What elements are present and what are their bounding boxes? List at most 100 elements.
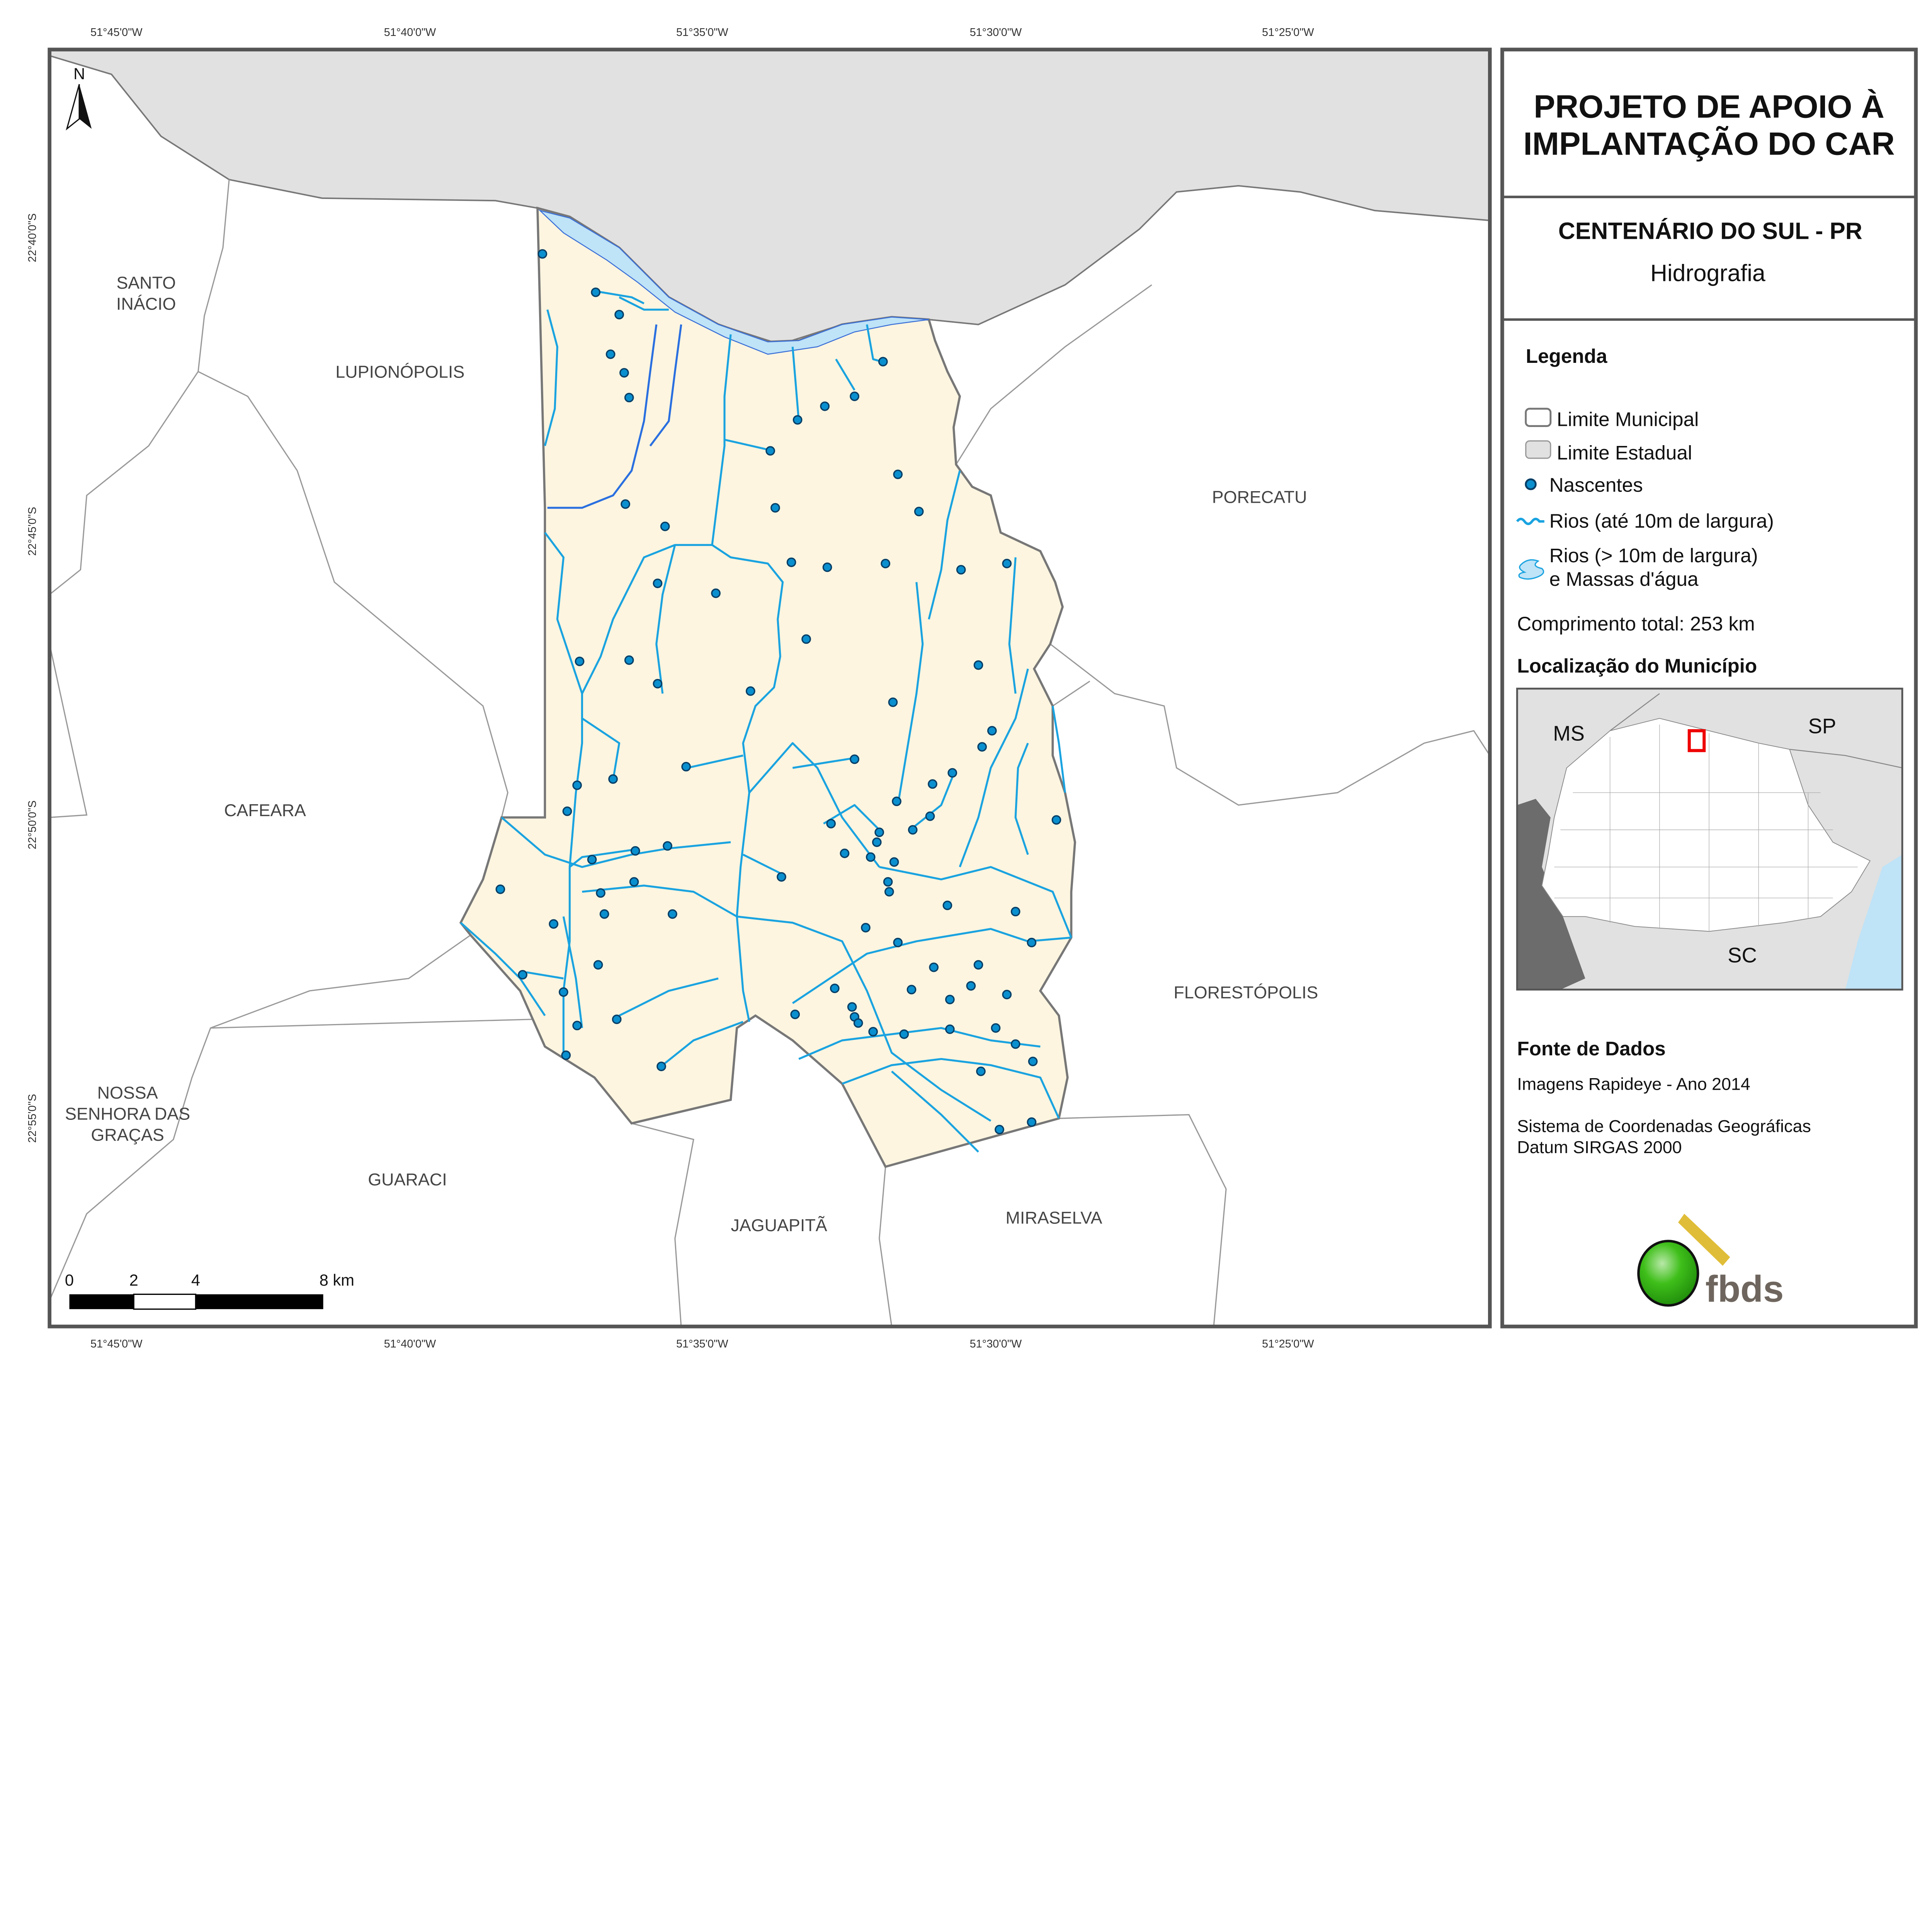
spring-point xyxy=(820,401,830,411)
inset-label-sp: SP xyxy=(1808,714,1836,738)
spring-point xyxy=(987,726,997,736)
label-jaguapita: JAGUAPITÃ xyxy=(731,1215,827,1235)
label-guaraci: GUARACI xyxy=(368,1169,447,1189)
river-segment xyxy=(798,1027,1041,1060)
label-lupionopolis: LUPIONÓPOLIS xyxy=(335,362,464,382)
river-segment xyxy=(619,977,719,1017)
sources-heading: Fonte de Dados xyxy=(1517,1038,1666,1060)
river-segment xyxy=(547,324,658,509)
spring-point xyxy=(562,806,572,816)
location-inset-map: MS SP SC xyxy=(1516,687,1903,991)
spring-point xyxy=(906,985,917,995)
legend-water-body-label-1: Rios (> 10m de largura) xyxy=(1549,544,1758,567)
spring-point xyxy=(893,937,903,948)
lat-1: 22°45'0"S xyxy=(26,507,39,556)
spring-point xyxy=(790,1009,800,1019)
river-segment xyxy=(562,916,583,1028)
spring-point xyxy=(874,827,884,837)
legend-state-label: Limite Estadual xyxy=(1557,442,1692,464)
spring-point xyxy=(624,655,634,665)
river-segment xyxy=(569,849,634,868)
spring-point xyxy=(826,819,836,829)
spring-point xyxy=(663,841,672,851)
spring-point xyxy=(1002,990,1012,1000)
lon-bottom-0: 51°45'0"W xyxy=(90,1338,143,1350)
spring-point xyxy=(599,909,609,919)
spring-point xyxy=(966,981,976,991)
river-segment xyxy=(736,915,992,1122)
spring-point xyxy=(1010,1039,1020,1049)
spring-point xyxy=(608,774,618,784)
spring-point xyxy=(1010,907,1020,917)
spring-point xyxy=(925,811,935,821)
spring-point xyxy=(884,887,894,897)
spring-point xyxy=(777,872,786,882)
spring-point xyxy=(1028,1056,1038,1067)
legend-water-body-icon xyxy=(1518,559,1544,580)
spring-point xyxy=(830,983,840,994)
legend-river-icon xyxy=(1516,517,1544,525)
spring-point xyxy=(587,855,597,864)
spring-point xyxy=(801,634,811,644)
spring-point xyxy=(881,558,891,568)
spring-point xyxy=(928,779,937,789)
spring-point xyxy=(973,960,983,970)
spring-point xyxy=(914,507,924,517)
river-segment xyxy=(742,854,781,874)
legend-municipal-label: Limite Municipal xyxy=(1557,408,1699,430)
river-segment xyxy=(501,817,731,868)
river-segment xyxy=(526,971,564,980)
project-title-line2: IMPLANTAÇÃO DO CAR xyxy=(1523,126,1895,162)
spring-point xyxy=(861,923,871,932)
river-segment xyxy=(594,290,645,305)
legend-municipal-symbol xyxy=(1525,408,1552,427)
spring-point xyxy=(1027,937,1037,948)
lon-bottom-4: 51°25'0"W xyxy=(1262,1338,1314,1350)
spring-point xyxy=(888,697,898,707)
river-segment xyxy=(748,742,880,868)
logo-text: fbds xyxy=(1705,1269,1784,1310)
spring-point xyxy=(653,679,663,689)
scale-label-4: 4 xyxy=(191,1271,200,1289)
spring-point xyxy=(889,857,899,867)
spring-point xyxy=(1027,1117,1037,1127)
spring-point xyxy=(770,503,780,513)
spring-point xyxy=(977,742,987,752)
label-nossa-senhora-1: NOSSA xyxy=(97,1083,158,1102)
spring-point xyxy=(945,995,955,1004)
lon-top-3: 51°30'0"W xyxy=(970,26,1022,39)
spring-point xyxy=(537,249,548,259)
spring-point xyxy=(866,852,876,862)
label-florestopolis: FLORESTÓPOLIS xyxy=(1173,982,1318,1002)
spring-point xyxy=(619,368,629,378)
inset-label-sc: SC xyxy=(1728,943,1757,967)
lat-2: 22°50'0"S xyxy=(26,800,39,849)
river-segment xyxy=(842,1058,1060,1119)
spring-point xyxy=(853,1018,863,1028)
sources-imagery: Imagens Rapideye - Ano 2014 xyxy=(1517,1074,1750,1094)
spring-point xyxy=(956,565,966,575)
river-segment xyxy=(581,717,621,781)
inset-label-ms: MS xyxy=(1553,722,1585,745)
river-segment xyxy=(582,885,738,918)
spring-point xyxy=(518,970,527,980)
spring-point xyxy=(973,660,983,670)
spring-point xyxy=(624,393,634,403)
spring-point xyxy=(822,562,832,572)
spring-point xyxy=(629,877,639,887)
river-segment xyxy=(649,324,682,447)
lon-top-4: 51°25'0"W xyxy=(1262,26,1314,39)
spring-point xyxy=(681,762,691,772)
river-segment xyxy=(687,754,743,769)
spring-point xyxy=(942,900,952,910)
river-segment xyxy=(1014,743,1029,855)
scale-label-0: 0 xyxy=(65,1271,74,1289)
spring-point xyxy=(596,888,605,898)
lon-bottom-3: 51°30'0"W xyxy=(970,1338,1022,1350)
spring-point xyxy=(614,310,624,320)
spring-point xyxy=(660,521,670,531)
spring-point xyxy=(653,578,663,588)
legend-spring-icon xyxy=(1525,478,1537,490)
spring-point xyxy=(893,470,903,479)
river-segment xyxy=(897,582,924,805)
